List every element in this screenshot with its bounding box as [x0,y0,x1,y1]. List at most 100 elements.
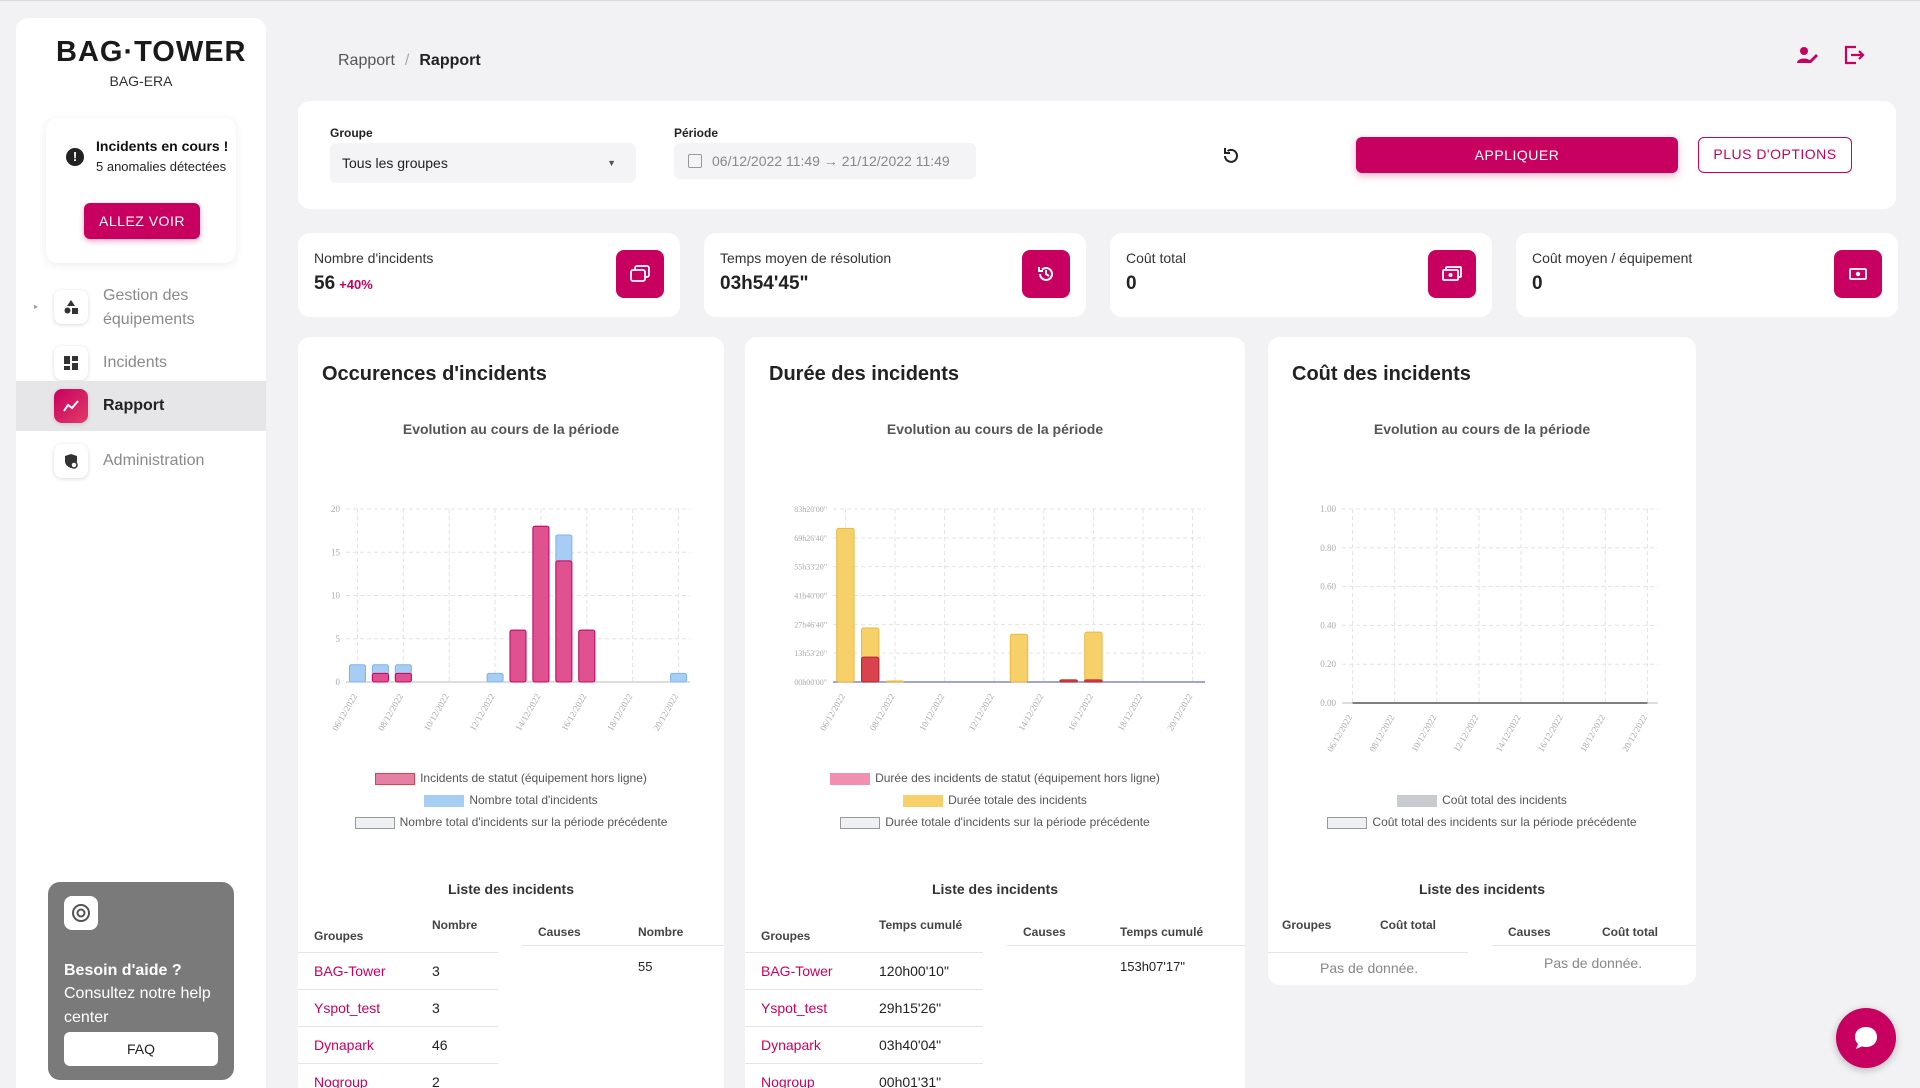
group-label: Groupe [330,126,373,140]
table-cell: 153h07'17" [1120,959,1185,974]
legend-label: Coût total des incidents sur la période … [1372,815,1637,829]
apply-button[interactable]: APPLIQUER [1356,137,1678,173]
sidebar-item-rapport[interactable]: Rapport [16,381,266,431]
group-link[interactable]: Dynapark [314,1037,374,1053]
sidebar: BAG·TOWER BAG-ERA ! Incidents en cours !… [16,18,266,1088]
column-header[interactable]: Coût total [1602,925,1658,939]
bar-total [1009,633,1029,683]
chart-line-icon [54,389,88,423]
column-header[interactable]: Groupes [761,929,811,943]
sidebar-item-incidents[interactable]: Incidents [16,340,266,386]
column-header[interactable]: Nombre [432,918,478,932]
column-header[interactable]: Groupes [314,929,364,943]
x-tick-label: 08/12/2022 [868,692,897,733]
cost-card: Coût des incidents Evolution au cours de… [1268,337,1696,985]
faq-button[interactable]: FAQ [64,1032,218,1066]
legend-label: Nombre total d'incidents [469,793,598,807]
y-tick-label: 20 [331,504,341,514]
legend-label: Durée des incidents de statut (équipemen… [875,771,1160,785]
column-header[interactable]: Coût total [1380,918,1436,932]
cards-icon [616,250,664,298]
column-header[interactable]: Temps cumulé [1120,925,1204,939]
group-link[interactable]: BAG-Tower [314,963,386,979]
legend-item[interactable]: Incidents de statut (équipement hors lig… [298,771,724,785]
kpi-delta: +40% [339,277,373,292]
expand-caret-icon[interactable]: ▸ [34,302,39,311]
help-card: Besoin d'aide ? Consultez notre help cen… [48,882,234,1080]
chat-bubble-icon[interactable] [1836,1008,1896,1068]
chart-subtitle: Evolution au cours de la période [886,421,1104,437]
x-tick-label: 14/12/2022 [513,692,542,733]
column-header[interactable]: Causes [1508,925,1551,939]
legend-item[interactable]: Nombre total d'incidents sur la période … [298,815,724,829]
row-divider [298,952,498,953]
legend-item[interactable]: Durée des incidents de statut (équipemen… [745,771,1245,785]
row-divider [298,989,498,990]
group-link[interactable]: Dynapark [761,1037,821,1053]
admin-shield-icon [54,444,88,478]
group-link[interactable]: Yspot_test [314,1000,381,1016]
x-tick-label: 12/12/2022 [967,692,996,733]
y-tick-label: 0.40 [1320,620,1336,630]
table-cell: 2 [432,1074,440,1088]
legend-label: Durée totale des incidents [948,793,1087,807]
legend-item[interactable]: Durée totale des incidents [745,793,1245,807]
card-title: Durée des incidents [769,363,960,385]
app-logo[interactable]: BAG·TOWER [46,28,246,76]
table-cell: 120h00'10" [879,963,949,979]
group-link[interactable]: Nogroup [761,1074,815,1088]
sidebar-item-administration[interactable]: Administration [16,438,266,484]
y-tick-label: 00h00'00" [794,678,827,687]
group-select[interactable]: Tous les groupes ▼ [330,143,636,183]
legend-item[interactable]: Coût total des incidents [1268,793,1696,807]
x-tick-label: 18/12/2022 [1578,713,1607,754]
group-link[interactable]: Nogroup [314,1074,368,1088]
legend-item[interactable]: Durée totale d'incidents sur la période … [745,815,1245,829]
bar-status [1059,679,1078,683]
row-divider [1492,945,1696,946]
x-tick-label: 06/12/2022 [330,692,359,733]
kpi-value: 0 [1126,273,1137,294]
period-range-picker[interactable]: 06/12/2022 11:49 → 21/12/2022 11:49 [674,143,976,179]
x-tick-label: 20/12/2022 [1165,692,1194,733]
sidebar-item-equipements[interactable]: ▸ Gestion des équipements [16,280,266,336]
top-divider [0,0,1920,1]
row-divider [745,952,983,953]
kpi-title: Temps moyen de résolution [720,250,892,266]
group-select-value: Tous les groupes [342,155,448,171]
legend-label: Coût total des incidents [1442,793,1567,807]
more-options-button[interactable]: PLUS D'OPTIONS [1698,137,1852,173]
logout-icon[interactable] [1843,44,1865,71]
row-divider [522,945,724,946]
x-tick-label: 18/12/2022 [605,692,634,733]
table-cell: 3 [432,1000,440,1016]
see-incidents-button[interactable]: ALLEZ VOIR [84,203,200,239]
list-title: Liste des incidents [447,881,575,897]
column-header[interactable]: Causes [1023,925,1066,939]
x-tick-label: 20/12/2022 [651,692,680,733]
bar-status [509,629,527,683]
y-tick-label: 1.00 [1320,504,1336,514]
legend-swatch [1327,816,1368,829]
y-tick-label: 0.80 [1320,543,1336,553]
row-divider [1007,945,1245,946]
legend-item[interactable]: Nombre total d'incidents [298,793,724,807]
user-edit-icon[interactable] [1796,44,1818,71]
bar-total [670,672,688,683]
column-header[interactable]: Causes [538,925,581,939]
legend-item[interactable]: Coût total des incidents sur la période … [1268,815,1696,829]
column-header[interactable]: Groupes [1282,918,1332,932]
row-divider [745,989,983,990]
reset-icon[interactable] [1220,145,1242,167]
column-header[interactable]: Nombre [638,925,684,939]
column-header[interactable]: Temps cumulé [879,918,963,932]
breadcrumb-parent[interactable]: Rapport [338,52,395,69]
legend-swatch [903,794,944,807]
group-link[interactable]: BAG-Tower [761,963,833,979]
group-link[interactable]: Yspot_test [761,1000,828,1016]
org-name: BAG-ERA [109,73,173,89]
legend-swatch [840,816,881,829]
alert-subtitle: 5 anomalies détectées [96,159,227,174]
y-tick-label: 0 [336,677,341,687]
x-tick-label: 10/12/2022 [422,692,451,733]
